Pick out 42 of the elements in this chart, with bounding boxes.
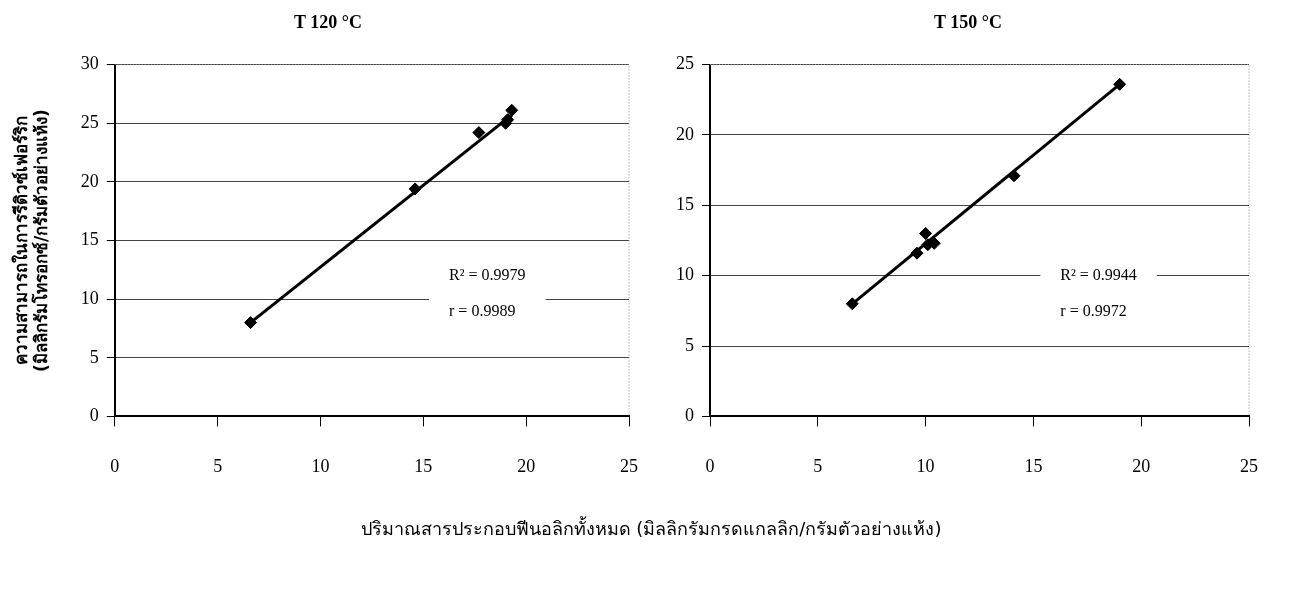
- point: [919, 226, 933, 240]
- point: [472, 126, 486, 140]
- point: [505, 103, 519, 117]
- y-tick-label: 20: [676, 123, 694, 144]
- chart-title: T 120 °C: [294, 12, 362, 33]
- y-tick-label: 5: [89, 346, 99, 367]
- y-axis-title: ความสามารถในการรีดิวซ์เฟอร์ริก (มิลลิกรัมโทรอกซ์/กรัมตัวอย่างแห้ง): [10, 109, 52, 372]
- x-tick-label: 10: [311, 455, 330, 476]
- y-tick-label: 0: [685, 405, 694, 426]
- y-tick-label: 30: [80, 53, 99, 74]
- y-tick-label: 15: [80, 229, 99, 250]
- chart-title: T 150 °C: [934, 12, 1002, 33]
- y-tick-label: 5: [685, 334, 694, 355]
- y-tick-label: 20: [80, 170, 99, 191]
- x-tick-label: 15: [414, 455, 433, 476]
- point: [1113, 77, 1127, 91]
- point: [408, 182, 422, 196]
- annotation: R² = 0.9944: [1060, 265, 1137, 283]
- x-tick-label: 20: [1132, 455, 1151, 476]
- annotation: r = 0.9989: [449, 301, 516, 319]
- x-tick-label: 25: [620, 455, 638, 476]
- y-tick-label: 0: [89, 405, 99, 426]
- x-tick-label: 0: [705, 455, 715, 476]
- y-tick-label: 25: [80, 111, 99, 132]
- y-tick-label: 25: [676, 53, 694, 74]
- point: [845, 297, 859, 311]
- x-tick-label: 10: [916, 455, 935, 476]
- annotation: R² = 0.9979: [449, 265, 526, 283]
- point: [910, 246, 924, 260]
- point: [244, 316, 258, 330]
- x-tick-label: 0: [110, 455, 120, 476]
- y-tick-label: 10: [676, 264, 694, 285]
- x-tick-label: 5: [213, 455, 223, 476]
- x-tick-label: 25: [1240, 455, 1258, 476]
- x-tick-label: 20: [517, 455, 536, 476]
- x-tick-label: 15: [1024, 455, 1043, 476]
- point: [1007, 169, 1021, 183]
- y-tick-label: 15: [676, 194, 694, 215]
- annotation: r = 0.9972: [1060, 301, 1127, 319]
- x-tick-label: 5: [813, 455, 823, 476]
- y-tick-label: 10: [80, 287, 99, 308]
- x-axis-title: ปริมาณสารประกอบฟีนอลิกทั้งหมด (มิลลิกรัมกรดแกลลิก/กรัมตัวอย่างแห้ง): [359, 515, 943, 541]
